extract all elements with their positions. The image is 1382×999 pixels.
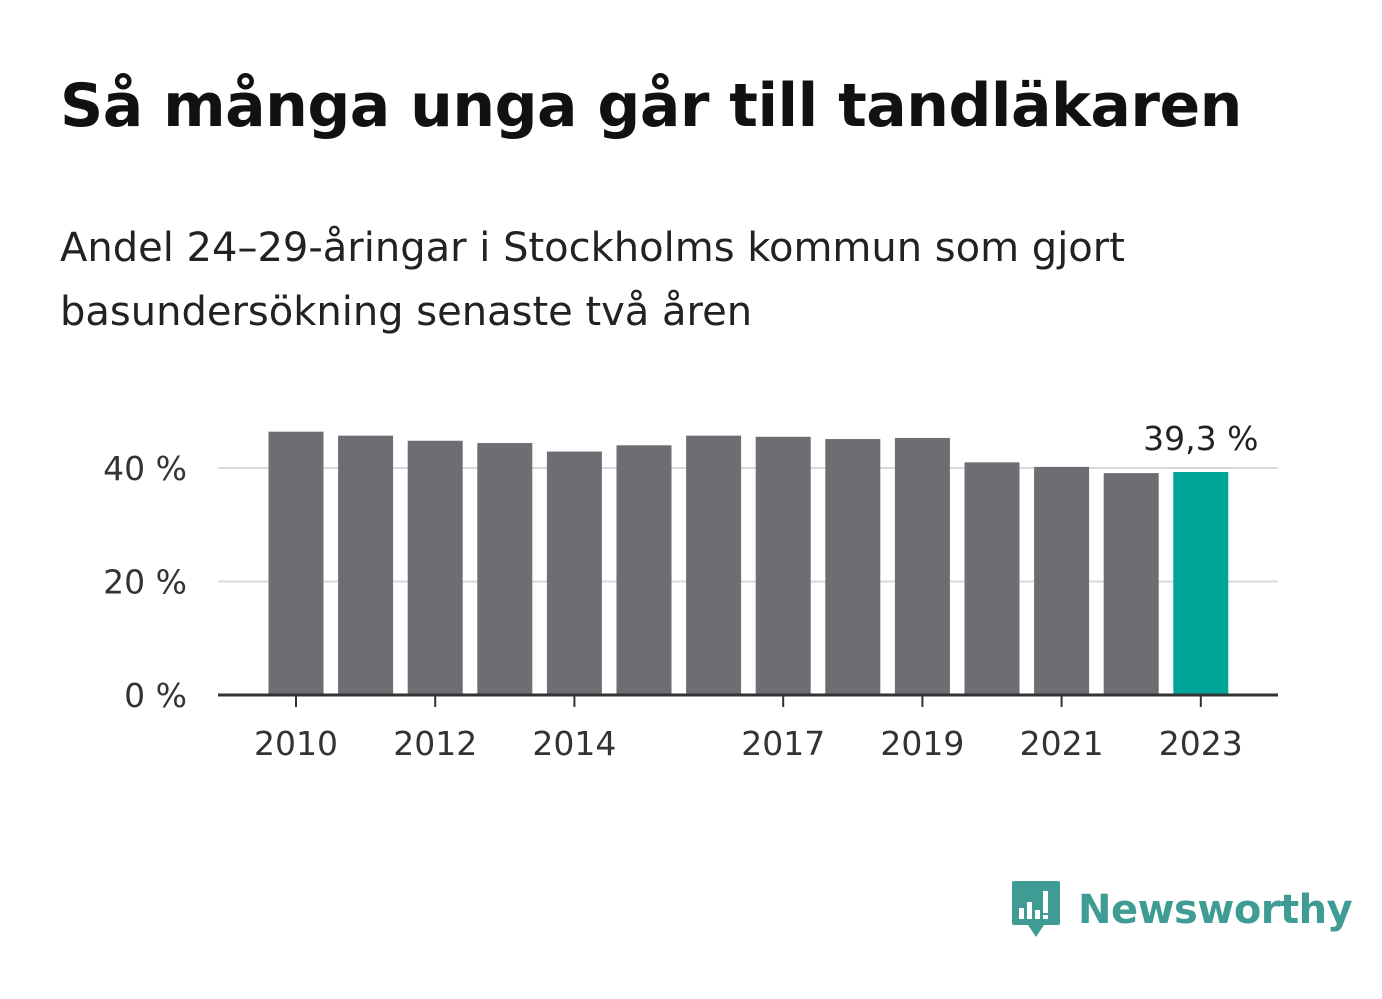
bar-2023 bbox=[1173, 471, 1229, 695]
bar-2021 bbox=[1034, 466, 1090, 695]
newsworthy-logo: Newsworthy bbox=[1010, 878, 1353, 942]
y-tick-label: 0 % bbox=[124, 676, 187, 715]
newsworthy-wordmark: Newsworthy bbox=[1078, 887, 1353, 933]
bar-2022 bbox=[1103, 473, 1159, 695]
bar-2019 bbox=[894, 437, 950, 695]
bars bbox=[268, 431, 1229, 695]
y-axis-tick-labels: 0 % 20 % 40 % bbox=[103, 449, 187, 715]
bar-2010 bbox=[268, 431, 324, 695]
y-tick-label: 40 % bbox=[103, 449, 187, 488]
newsworthy-logo-icon bbox=[1012, 881, 1060, 937]
x-tick-label: 2014 bbox=[532, 724, 616, 763]
bar-2013 bbox=[477, 443, 533, 695]
x-tick-label: 2019 bbox=[880, 724, 964, 763]
gridlines bbox=[218, 467, 1278, 583]
bar-2020 bbox=[964, 462, 1020, 695]
bar-2015 bbox=[616, 445, 672, 695]
x-tick-label: 2012 bbox=[393, 724, 477, 763]
value-labels: 39,3 % bbox=[1143, 419, 1258, 458]
bar-2018 bbox=[825, 439, 881, 695]
bar-2017 bbox=[755, 436, 811, 695]
x-tick-label: 2021 bbox=[1020, 724, 1104, 763]
value-label: 39,3 % bbox=[1143, 419, 1258, 458]
bar-2011 bbox=[338, 435, 394, 695]
chart-title: Så många unga går till tandläkaren bbox=[60, 71, 1242, 141]
y-tick-label: 20 % bbox=[103, 563, 187, 602]
x-tick-label: 2017 bbox=[741, 724, 825, 763]
chart-subtitle: Andel 24–29-åringar i Stockholms kommun … bbox=[60, 225, 1125, 335]
bar-2016 bbox=[686, 435, 742, 695]
x-tick-label: 2023 bbox=[1159, 724, 1243, 763]
bar-2012 bbox=[407, 440, 463, 695]
bar-2014 bbox=[546, 451, 602, 695]
x-tick-label: 2010 bbox=[254, 724, 338, 763]
x-axis: 2010 2012 2014 2017 2019 2021 2023 bbox=[218, 693, 1278, 763]
